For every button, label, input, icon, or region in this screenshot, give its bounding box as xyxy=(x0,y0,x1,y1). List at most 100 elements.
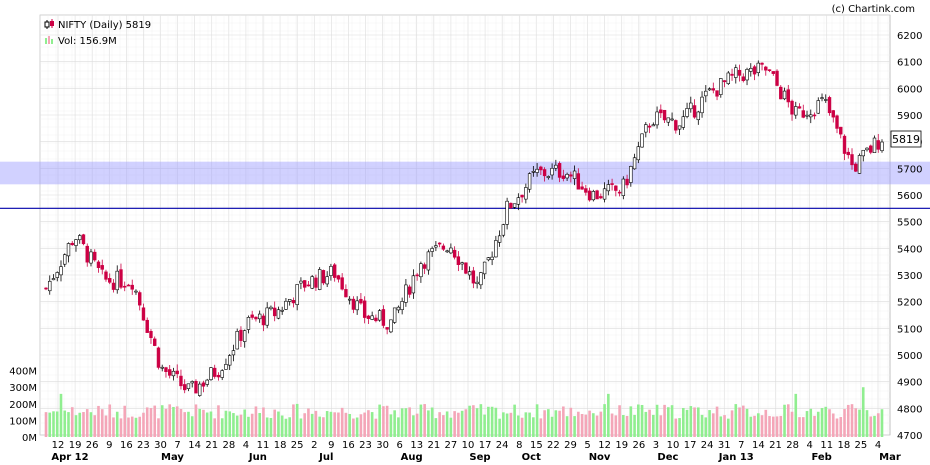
candle-body xyxy=(130,284,134,290)
volume-bar xyxy=(674,418,678,437)
volume-bar xyxy=(457,412,460,437)
volume-bar xyxy=(254,406,258,437)
candle-body xyxy=(599,196,603,199)
candle-body xyxy=(250,314,254,318)
candle-body xyxy=(831,110,835,118)
candle-body xyxy=(651,124,656,127)
volume-bar xyxy=(663,404,666,437)
candle-body xyxy=(126,284,131,287)
candle-body xyxy=(381,309,386,326)
volume-bar xyxy=(708,410,711,437)
volume-bar xyxy=(359,414,363,437)
volume-bar xyxy=(397,417,400,437)
volume-bar xyxy=(479,404,483,437)
candle-body xyxy=(415,274,419,277)
volume-bar xyxy=(723,415,726,437)
candle-body xyxy=(389,319,393,333)
candle-body xyxy=(512,203,517,208)
volume-bar xyxy=(562,406,565,437)
candle-body xyxy=(647,125,652,128)
volume-bar xyxy=(513,404,516,437)
volume-bar xyxy=(269,417,273,437)
volume-tick-label: 400M xyxy=(9,367,37,378)
month-label: Feb xyxy=(811,452,831,463)
volume-bar xyxy=(487,406,490,437)
volume-bar xyxy=(74,415,78,437)
price-candles xyxy=(44,60,884,397)
candle-body xyxy=(280,309,284,312)
volume-tick-label: 200M xyxy=(9,400,37,411)
volume-bar xyxy=(247,416,250,437)
candle-body xyxy=(224,364,228,370)
candle-body xyxy=(659,109,663,114)
candle-body xyxy=(790,100,794,115)
candle-body xyxy=(767,69,772,71)
price-tick-label: 5300 xyxy=(897,271,922,282)
volume-bar xyxy=(603,404,606,437)
volume-bar xyxy=(445,411,449,437)
candle-body xyxy=(797,106,802,109)
candle-body xyxy=(670,118,674,121)
candle-body xyxy=(89,251,93,264)
volume-bar xyxy=(599,411,603,437)
x-tick-label: 27 xyxy=(445,440,458,451)
volume-bar xyxy=(783,404,786,437)
volume-bar xyxy=(153,405,157,437)
candle-body xyxy=(134,290,138,293)
volume-bar xyxy=(378,404,381,437)
volume-bar xyxy=(573,416,576,437)
volume-bar xyxy=(352,418,355,437)
candle-body xyxy=(524,187,528,200)
candle-body xyxy=(239,329,243,341)
volume-bar xyxy=(820,408,824,437)
candle-body xyxy=(827,97,832,114)
volume-bar xyxy=(303,413,306,437)
x-tick-label: 31 xyxy=(718,440,731,451)
volume-bar xyxy=(502,412,505,437)
candle-body xyxy=(74,239,78,246)
price-tick-label: 5700 xyxy=(897,164,922,175)
month-label: May xyxy=(161,452,184,463)
candle-body xyxy=(535,168,539,173)
candle-body xyxy=(51,278,56,281)
candle-body xyxy=(449,247,453,254)
x-tick-label: 12 xyxy=(598,440,611,451)
candle-body xyxy=(595,190,599,200)
volume-bar xyxy=(363,412,366,437)
volume-bar xyxy=(453,411,456,437)
candle-body xyxy=(396,306,401,311)
candle-body xyxy=(569,174,573,177)
candle-body xyxy=(737,69,742,76)
candle-body xyxy=(325,276,329,285)
volume-bar xyxy=(82,412,85,437)
volume-bar xyxy=(194,404,198,437)
candle-body xyxy=(520,194,524,198)
volume-bar xyxy=(824,406,828,437)
volume-bar xyxy=(685,409,689,437)
last-price-tag: 5819 xyxy=(890,130,922,148)
candle-body xyxy=(198,383,202,396)
candle-body xyxy=(805,114,809,117)
volume-bar xyxy=(839,417,843,437)
candle-body xyxy=(242,330,247,342)
candle-body xyxy=(456,256,461,265)
candle-body xyxy=(812,114,817,117)
x-tick-label: 12 xyxy=(52,440,65,451)
candle-body xyxy=(145,319,149,333)
candle-body xyxy=(509,202,513,209)
candle-body xyxy=(212,367,217,377)
volume-bar xyxy=(224,410,228,437)
price-tick-label: 4900 xyxy=(897,378,922,389)
watermark: (c) Chartink.com xyxy=(832,4,915,15)
candle-body xyxy=(857,155,862,174)
volume-bar xyxy=(344,412,348,437)
candle-body xyxy=(216,374,221,378)
volume-bar xyxy=(55,411,59,437)
volume-bar xyxy=(738,407,741,437)
volume-legend: Vol: 156.9M xyxy=(58,36,117,47)
volume-bar xyxy=(108,404,112,437)
volume-bar xyxy=(393,410,396,437)
candle-body xyxy=(850,154,854,166)
candle-body xyxy=(527,173,532,190)
candle-body xyxy=(355,300,359,311)
